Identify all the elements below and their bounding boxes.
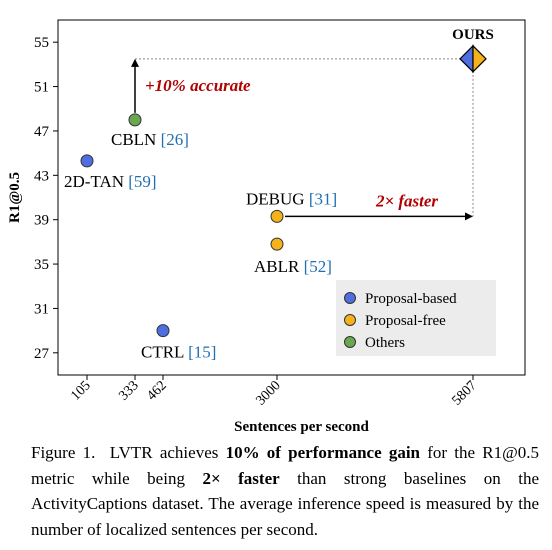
ours-marker-right	[472, 44, 487, 74]
x-axis-label: Sentences per second	[234, 419, 369, 435]
speed-annotation: 2× faster	[375, 191, 438, 210]
x-tick-label: 333	[116, 378, 141, 403]
legend-marker	[344, 314, 356, 326]
x-tick-label: 462	[144, 378, 169, 403]
y-tick-label: 27	[34, 346, 50, 362]
point-label-cbln: CBLN [26]	[111, 130, 189, 149]
scatter-chart: 27 31 35 39 43 47 51 55 105 333 462 3000 5807 Sentenc…	[7, 19, 526, 435]
x-tick-label: 3000	[253, 378, 283, 408]
y-tick-label: 35	[34, 257, 49, 273]
legend-label: Others	[365, 335, 405, 351]
y-tick-label: 39	[34, 213, 49, 229]
ours-marker-left	[459, 44, 474, 74]
caption-prefix: Figure 1.	[31, 443, 96, 462]
caption-text-3: than strong baselines on the ActivityCap…	[31, 468, 539, 539]
point-label-debug: DEBUG [31]	[246, 189, 337, 208]
point-label-2d-tan: 2D-TAN [59]	[64, 172, 157, 191]
legend-marker	[344, 336, 356, 348]
x-tick-label: 105	[68, 378, 93, 403]
y-tick-label: 55	[34, 35, 49, 51]
y-tick-label: 47	[34, 124, 50, 140]
caption-text-2: for the R1@0.5 metric while being	[31, 443, 539, 488]
point-label-ours: OURS	[452, 27, 494, 43]
caption-method-name: LVTR	[109, 443, 153, 462]
point-debug	[270, 209, 284, 223]
legend-label: Proposal-free	[365, 313, 446, 329]
x-tick-label: 5807	[449, 378, 479, 408]
y-tick-label: 31	[34, 301, 49, 317]
point-label-ablr: ABLR [52]	[254, 257, 332, 276]
y-tick-label: 51	[34, 80, 49, 96]
caption-bold-1: 10% of performance gain	[225, 443, 421, 462]
y-tick-label: 43	[34, 168, 49, 184]
legend-label: Proposal-based	[365, 291, 457, 307]
caption-text-1: achieves	[152, 443, 226, 462]
point-ablr	[270, 237, 284, 251]
legend-box	[336, 280, 496, 356]
point-ctrl	[156, 324, 170, 338]
point-cbln	[128, 113, 142, 127]
caption-bold-2: 2× faster	[202, 468, 280, 488]
y-axis-label: R1@0.5	[7, 172, 23, 223]
point-2d-tan	[80, 154, 94, 168]
plot-frame	[57, 19, 526, 376]
point-label-ctrl: CTRL [15]	[141, 343, 216, 362]
legend-marker	[344, 292, 356, 304]
figure-caption: Figure 1. LVTR achieves 10% of performan…	[31, 440, 539, 542]
accuracy-annotation: +10% accurate	[145, 76, 251, 95]
